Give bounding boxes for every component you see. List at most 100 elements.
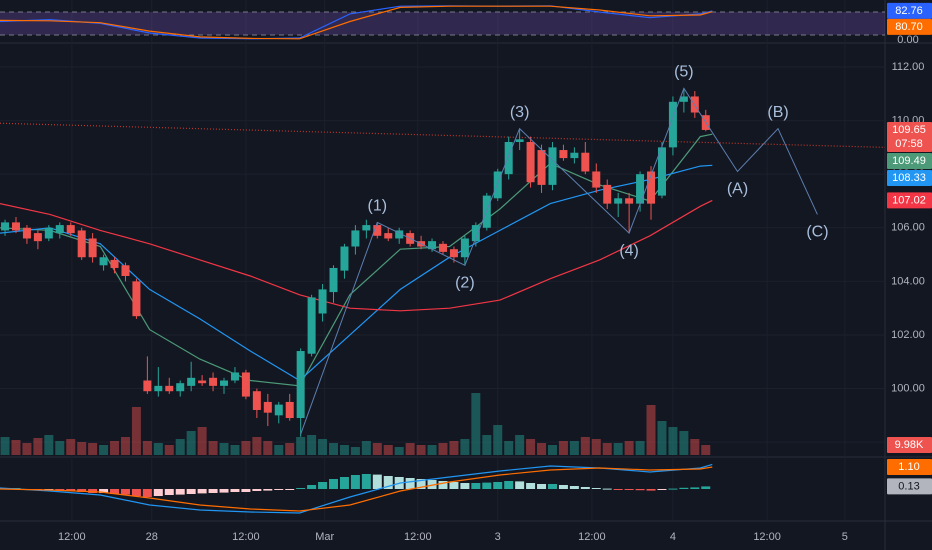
wave-label: (3) (510, 104, 530, 121)
histogram-bar (186, 489, 196, 494)
volume-bar (77, 442, 87, 455)
histogram-bar (361, 474, 371, 489)
candle-body (296, 351, 305, 419)
histogram-bar (153, 489, 163, 496)
candle-body (679, 96, 688, 102)
x-tick-label: 5 (842, 531, 848, 543)
histogram-bar (241, 489, 251, 492)
histogram-bar (657, 489, 667, 490)
candle-body (88, 238, 97, 258)
candle-body (570, 152, 579, 159)
candle-body (99, 257, 108, 266)
candle-body (209, 377, 218, 386)
candle-body (395, 230, 404, 239)
histogram-bar (285, 489, 295, 490)
candle-body (274, 404, 283, 416)
price-tag-label: 1.10 (898, 461, 919, 473)
volume-bar (613, 443, 623, 455)
x-tick-label: 12:00 (753, 531, 781, 543)
price-tag (887, 478, 932, 495)
histogram-bar (449, 482, 459, 489)
x-tick-label: 12:00 (58, 531, 86, 543)
candle-body (1, 222, 10, 231)
histogram-bar (274, 489, 284, 490)
histogram-bar (482, 482, 492, 489)
price-tag (887, 437, 932, 454)
histogram-bar (602, 488, 612, 490)
candle-body (220, 380, 229, 386)
volume-bar (11, 440, 21, 455)
histogram-bar (120, 489, 130, 495)
candle-body (504, 142, 513, 175)
volume-bar (416, 445, 426, 455)
histogram-bar (537, 484, 547, 489)
volume-bar (526, 439, 536, 455)
volume-bar (208, 441, 218, 455)
candle-body (22, 227, 31, 239)
volume-bar (131, 407, 141, 455)
histogram-bar (383, 476, 393, 489)
volume-bar (504, 441, 514, 455)
volume-bar (679, 431, 689, 455)
y-tick-label: 100.00 (891, 382, 925, 394)
volume-bar (153, 443, 163, 455)
price-tag (887, 169, 932, 186)
volume-bar (361, 441, 371, 455)
volume-bar (372, 443, 382, 455)
price-tag-label: 80.70 (895, 21, 923, 33)
candle-body (636, 174, 645, 204)
histogram-bar (526, 483, 536, 489)
volume-bar (197, 427, 207, 455)
candle-body (647, 171, 656, 204)
histogram-bar (99, 489, 109, 493)
volume-bar (285, 443, 295, 455)
candle-body (252, 391, 261, 410)
histogram-bar (416, 479, 426, 489)
volume-bar (120, 437, 130, 455)
histogram-bar (66, 489, 76, 491)
volume-bar (274, 445, 284, 455)
candle-body (165, 385, 174, 392)
wave-label: (1) (368, 198, 388, 215)
volume-bar (657, 421, 667, 455)
histogram-bar (460, 483, 470, 489)
volume-bar (296, 437, 306, 455)
candle-body (154, 385, 163, 392)
histogram-bar (613, 489, 623, 490)
level-band (0, 11, 885, 35)
price-tag-label: 107.02 (892, 194, 926, 206)
wave-label: (2) (455, 274, 475, 291)
volume-bar (186, 431, 196, 455)
volume-bar (33, 438, 43, 455)
wave-path (300, 87, 818, 435)
candle-body (526, 142, 535, 183)
histogram-bar (219, 489, 229, 493)
countdown-label: 07:58 (895, 138, 923, 150)
histogram-bar (230, 489, 240, 492)
volume-bar (438, 443, 448, 455)
wave-label: (C) (806, 224, 828, 241)
volume-bar (690, 439, 700, 455)
histogram-bar (208, 489, 218, 493)
candle-body (44, 227, 53, 239)
volume-bar (701, 445, 711, 455)
candle-body (603, 184, 612, 204)
histogram-bar (547, 484, 557, 489)
volume-bar (515, 435, 525, 455)
volume-bar (602, 443, 612, 455)
trend-line (0, 122, 886, 148)
volume-bar (350, 447, 360, 455)
histogram-bar (131, 489, 141, 496)
volume-bar (230, 445, 240, 455)
candle-body (449, 249, 458, 258)
volume-bar (110, 441, 120, 455)
candle-body (592, 171, 601, 188)
candle-body (537, 150, 546, 185)
volume-bar (263, 441, 273, 455)
volume-bar (219, 443, 229, 455)
volume-bar (175, 439, 185, 455)
histogram-bar (197, 489, 207, 494)
candle-body (176, 383, 185, 392)
candle-body (614, 198, 623, 204)
